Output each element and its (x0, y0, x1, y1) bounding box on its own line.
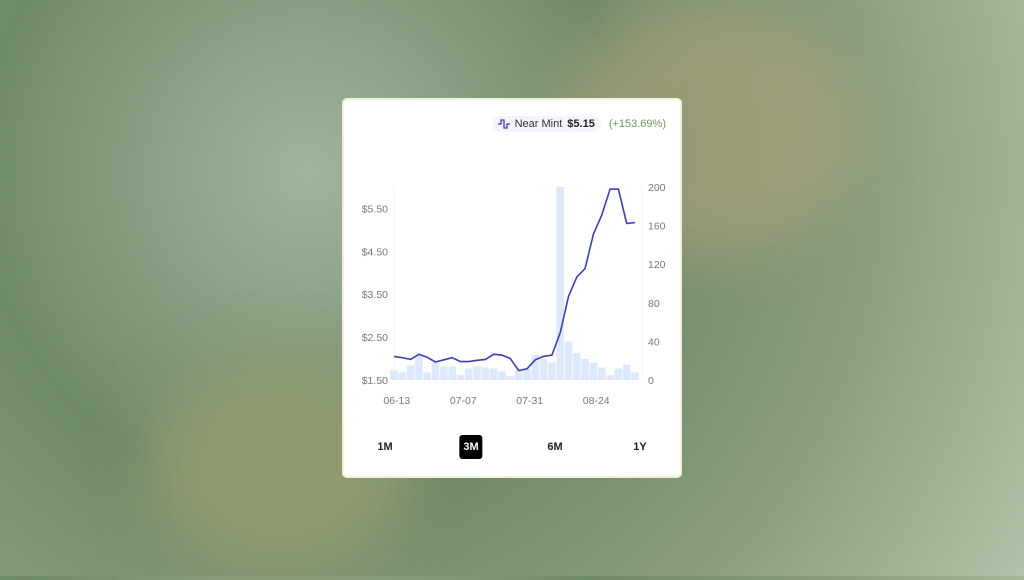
range-button-6m[interactable]: 6M (547, 441, 563, 453)
volume-bar (631, 372, 639, 380)
volume-bar (440, 366, 448, 380)
y-left-tick-label: $4.50 (362, 246, 388, 258)
y-right-tick-label: 80 (648, 298, 660, 310)
legend-item-near-mint[interactable]: Near Mint $5.15 (491, 116, 601, 132)
volume-bar (556, 187, 564, 380)
volume-bar (473, 366, 481, 380)
volume-bar (481, 367, 490, 380)
y-left-tick-label: $1.50 (362, 375, 388, 387)
volume-bar (406, 365, 415, 380)
volume-bar (415, 355, 423, 380)
chart-plot: $1.50 $2.50 $3.50 $4.50 $5.50 0 40 80 120 160 200 0… (362, 182, 666, 407)
legend-price: $5.15 (567, 118, 595, 130)
volume-bar (564, 341, 573, 380)
volume-bar (498, 371, 506, 380)
legend-label: Near Mint (514, 118, 563, 130)
volume-bar (431, 362, 440, 380)
x-tick-label: 07-31 (516, 395, 543, 407)
volume-bar (506, 376, 515, 380)
price-chart-card: Near Mint $5.15 (+153.69%) $1.50 $2.50 $3.… (344, 100, 680, 476)
y-left-tick-label: $5.50 (362, 203, 388, 215)
y-right-tick-label: 120 (648, 259, 666, 271)
volume-bar (531, 354, 540, 380)
volume-bar (539, 358, 548, 380)
y-left-tick-label: $3.50 (362, 289, 388, 301)
volume-bar (523, 368, 531, 380)
price-change: (+153.69%) (608, 118, 666, 130)
volume-bar (423, 372, 432, 380)
x-tick-label: 08-24 (583, 395, 610, 407)
volume-bar (548, 362, 556, 380)
volume-bar (573, 352, 581, 380)
volume-bar (589, 362, 598, 380)
range-button-1y[interactable]: 1Y (633, 441, 647, 453)
volume-bar (597, 367, 606, 380)
volume-bar (390, 370, 398, 380)
range-button-1m[interactable]: 1M (377, 441, 393, 453)
volume-bar (398, 372, 407, 380)
chart-legend: Near Mint $5.15 (+153.69%) (491, 116, 666, 132)
range-button-3m[interactable]: 3M (459, 435, 483, 459)
volume-bar (606, 375, 614, 380)
y-left-tick-label: $2.50 (362, 332, 388, 344)
volume-bar (614, 368, 623, 380)
volume-bar (514, 370, 523, 380)
wave-icon (497, 119, 510, 129)
volume-bar (622, 364, 631, 380)
y-right-tick-label: 160 (648, 221, 666, 233)
volume-bar (456, 375, 465, 380)
volume-bar (464, 368, 473, 380)
price-line (393, 188, 636, 372)
x-tick-label: 06-13 (383, 395, 410, 407)
y-right-tick-label: 40 (648, 336, 660, 348)
y-right-tick-label: 0 (648, 375, 654, 387)
volume-bar (581, 358, 589, 380)
x-tick-label: 07-07 (450, 395, 477, 407)
volume-bar (448, 366, 456, 380)
y-right-tick-label: 200 (648, 182, 666, 194)
volume-bar (489, 368, 498, 380)
